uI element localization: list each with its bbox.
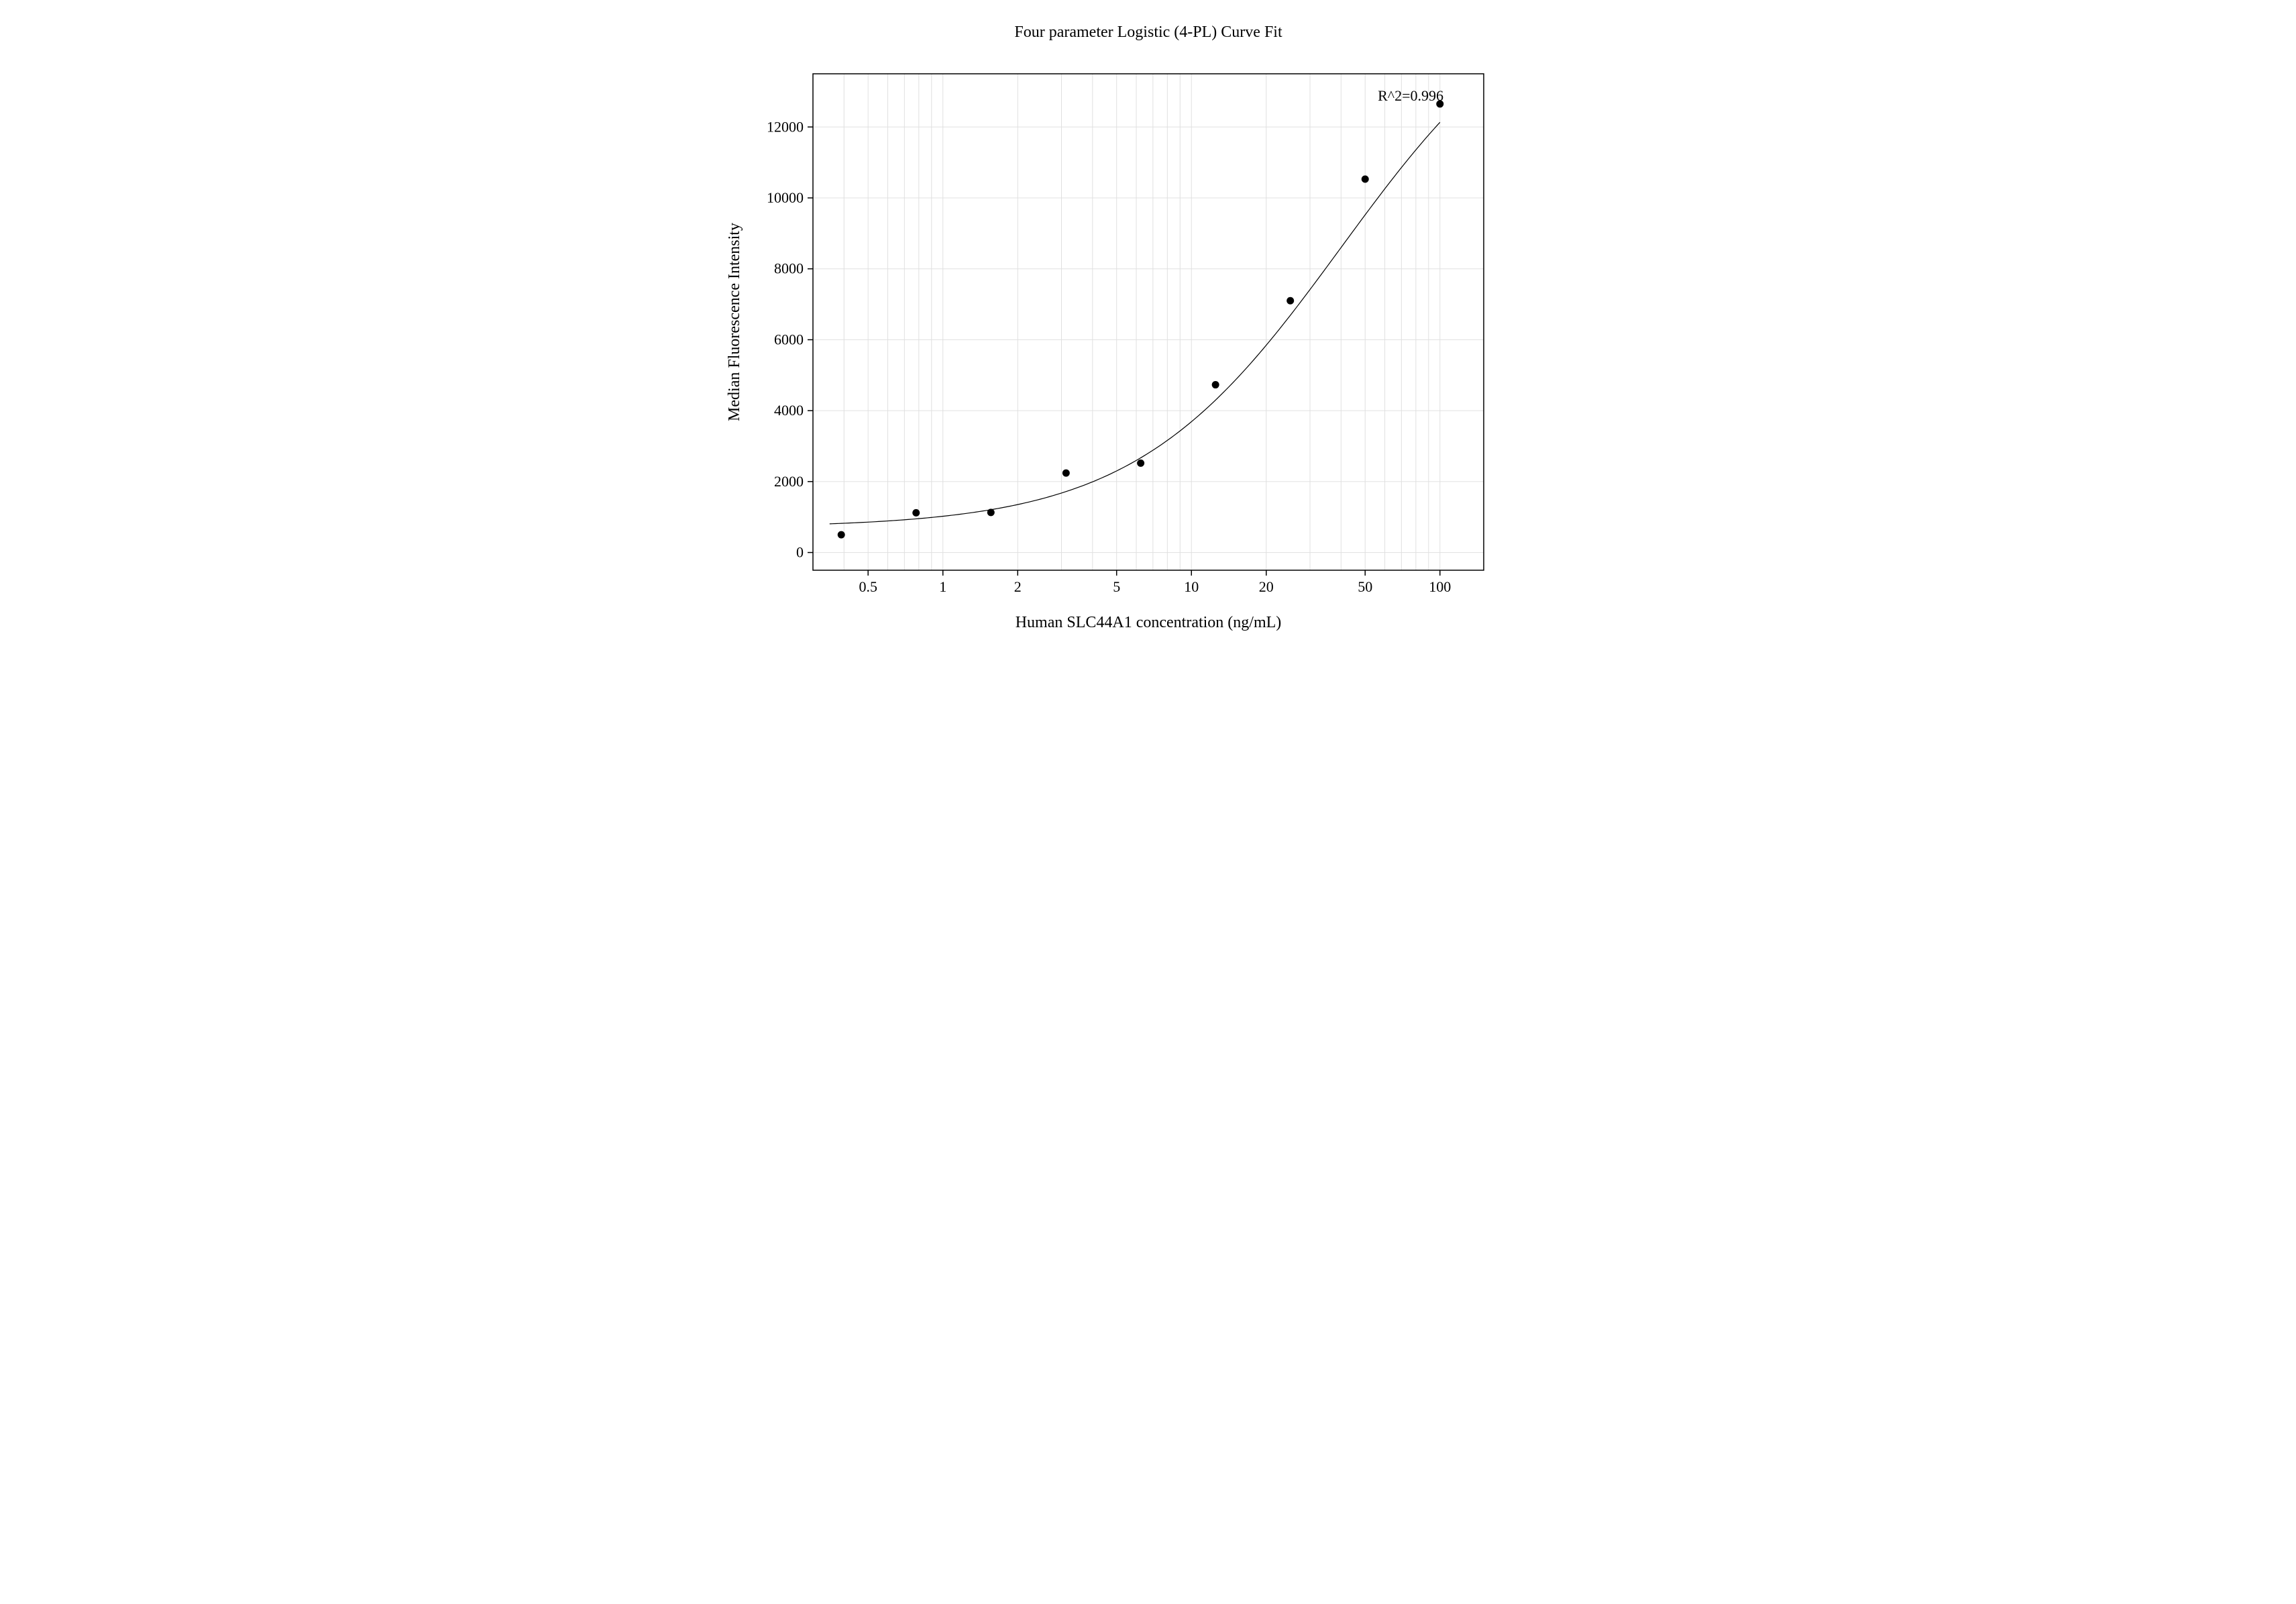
- data-point: [1062, 470, 1069, 477]
- y-tick-label: 0: [796, 544, 804, 561]
- data-point: [912, 509, 920, 517]
- x-tick-label: 1: [939, 578, 946, 595]
- y-tick-label: 8000: [774, 260, 804, 277]
- x-tick-label: 0.5: [859, 578, 877, 595]
- x-tick-label: 2: [1014, 578, 1021, 595]
- x-tick-label: 100: [1429, 578, 1451, 595]
- x-tick-label: 20: [1258, 578, 1273, 595]
- x-tick-label: 50: [1358, 578, 1372, 595]
- y-tick-label: 4000: [774, 402, 804, 419]
- chart-container: 0.5 1 2 5 10 20 50 100 0 2000 4000 6000 8000 10000 120…: [639, 0, 1658, 712]
- data-point: [1361, 175, 1368, 182]
- plot-border: [813, 74, 1484, 570]
- data-point: [1287, 297, 1294, 305]
- y-tick-label: 12000: [767, 118, 804, 135]
- x-tick-label: 10: [1184, 578, 1199, 595]
- chart-svg: 0.5 1 2 5 10 20 50 100 0 2000 4000 6000 8000 10000 120…: [639, 0, 1658, 712]
- fit-curve: [829, 122, 1439, 524]
- data-point: [987, 509, 994, 516]
- y-tick-label: 2000: [774, 473, 804, 490]
- y-tick-label: 10000: [767, 189, 804, 206]
- x-axis-label: Human SLC44A1 concentration (ng/mL): [1015, 614, 1281, 631]
- data-point: [837, 531, 844, 539]
- data-point: [1137, 460, 1144, 467]
- r-squared-annotation: R^2=0.996: [1378, 87, 1443, 104]
- data-point: [1211, 381, 1219, 388]
- x-tick-label: 5: [1113, 578, 1120, 595]
- chart-title: Four parameter Logistic (4-PL) Curve Fit: [1014, 23, 1282, 41]
- y-tick-label: 6000: [774, 331, 804, 347]
- y-axis-label: Median Fluorescence Intensity: [726, 223, 743, 421]
